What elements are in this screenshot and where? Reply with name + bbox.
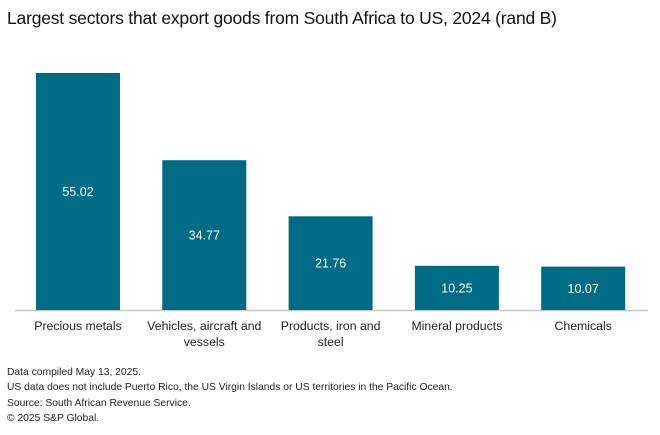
bar-3 bbox=[414, 265, 499, 310]
footnote-coverage: US data does not include Puerto Rico, th… bbox=[7, 382, 453, 394]
x-tick-label-line: Mineral products bbox=[411, 319, 503, 333]
bar-2 bbox=[288, 216, 373, 310]
footnotes: Data compiled May 13, 2025. US data does… bbox=[7, 365, 453, 426]
data-label-4: 10.07 bbox=[568, 282, 599, 296]
data-label-2: 21.76 bbox=[315, 257, 346, 271]
x-tick-label-line: steel bbox=[317, 335, 344, 349]
data-label-3: 10.25 bbox=[441, 281, 472, 295]
x-tick-label-line: Chemicals bbox=[554, 319, 612, 333]
x-tick-label-4: Chemicals bbox=[520, 318, 646, 334]
x-tick-label-1: Vehicles, aircraft and vessels bbox=[141, 318, 267, 350]
data-label-0: 55.02 bbox=[62, 185, 93, 199]
bar-4 bbox=[541, 266, 626, 310]
x-tick-label-2: Products, iron and steel bbox=[268, 318, 394, 350]
x-tick-label-line: vessels bbox=[183, 335, 225, 349]
footnote-copyright: © 2025 S&P Global. bbox=[7, 412, 100, 424]
x-tick-label-line: Vehicles, aircraft and bbox=[147, 319, 262, 333]
x-tick-label-line: Products, iron and bbox=[280, 319, 381, 333]
footnote-date: Data compiled May 13, 2025. bbox=[7, 367, 141, 378]
x-tick-label-3: Mineral products bbox=[394, 318, 520, 334]
x-tick-label-line: Precious metals bbox=[34, 319, 122, 333]
bar-1 bbox=[162, 160, 247, 310]
data-label-1: 34.77 bbox=[189, 229, 220, 243]
chart-title: Largest sectors that export goods from S… bbox=[7, 8, 557, 28]
footnote-source: Source: South African Revenue Service. bbox=[7, 397, 191, 409]
bar-0 bbox=[36, 73, 120, 310]
x-tick-label-0: Precious metals bbox=[15, 318, 141, 334]
